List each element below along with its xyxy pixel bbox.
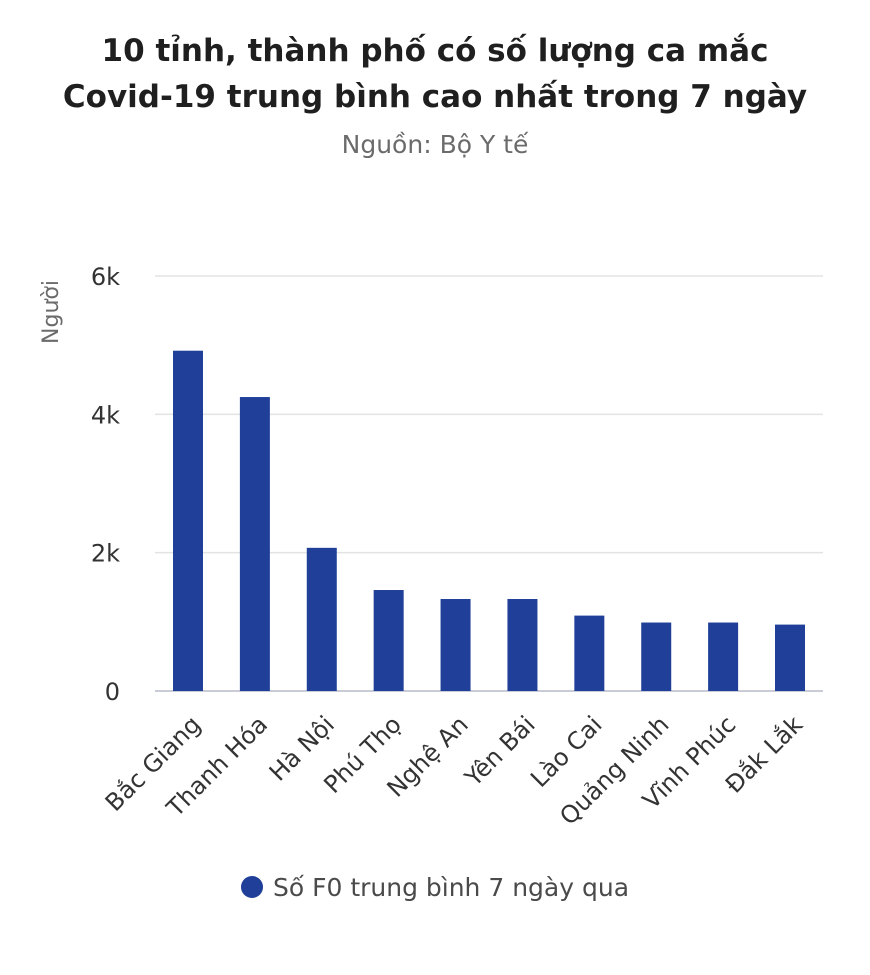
bar <box>306 547 337 691</box>
bar <box>440 599 471 691</box>
bar <box>641 622 672 691</box>
y-tick-label: 4k <box>91 401 120 429</box>
y-tick-label: 0 <box>105 678 120 706</box>
chart-subtitle: Nguồn: Bộ Y tế <box>341 130 529 159</box>
chart-title-line-1: 10 tỉnh, thành phố có số lượng ca mắc <box>101 33 769 69</box>
legend-marker <box>240 876 263 898</box>
legend-label: Số F0 trung bình 7 ngày qua <box>272 873 630 902</box>
bar <box>507 599 538 691</box>
chart-title: 10 tỉnh, thành phố có số lượng ca mắc Co… <box>0 28 870 120</box>
chart-legend: Số F0 trung bình 7 ngày qua <box>0 873 870 902</box>
x-tick-label: Yên Bái <box>459 710 541 792</box>
chart-title-line-2: Covid-19 trung bình cao nhất trong 7 ngà… <box>62 79 808 115</box>
y-axis-title: Người <box>39 280 64 344</box>
bar <box>708 622 739 691</box>
y-tick-label: 2k <box>91 540 120 568</box>
y-tick-label: 6k <box>91 263 120 291</box>
bar <box>574 615 605 691</box>
bar <box>373 590 404 691</box>
bar <box>239 397 270 691</box>
bar <box>775 624 805 691</box>
bar <box>173 350 203 691</box>
